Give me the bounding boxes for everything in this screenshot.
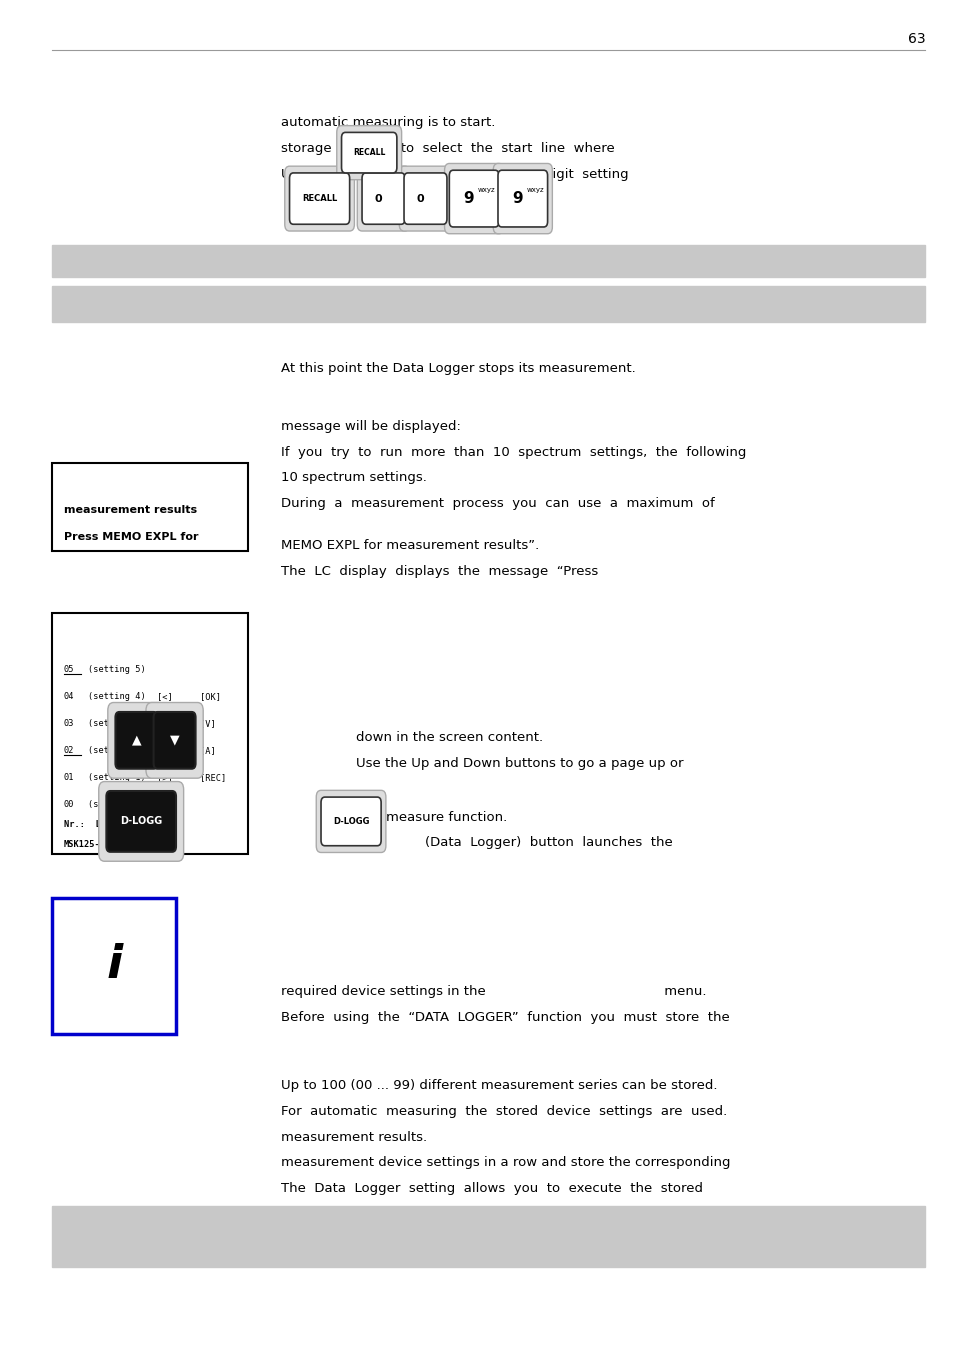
- FancyBboxPatch shape: [284, 166, 354, 231]
- Text: measurement device settings in a row and store the corresponding: measurement device settings in a row and…: [281, 1156, 730, 1170]
- Text: 05: 05: [64, 665, 74, 674]
- FancyBboxPatch shape: [52, 463, 248, 551]
- Text: (setting 4): (setting 4): [88, 692, 146, 701]
- Text: D-LOGG: D-LOGG: [120, 816, 162, 827]
- Text: [>]: [>]: [157, 773, 173, 782]
- Text: 0: 0: [375, 193, 392, 204]
- Text: [REC]: [REC]: [200, 773, 227, 782]
- Text: [<]: [<]: [157, 692, 173, 701]
- Text: Up to 100 (00 ... 99) different measurement series can be stored.: Up to 100 (00 ... 99) different measurem…: [281, 1079, 718, 1093]
- Text: MSK125-D-LOGG-SETTINGS: MSK125-D-LOGG-SETTINGS: [64, 840, 179, 850]
- Text: button  and  the  two-digit  setting: button and the two-digit setting: [397, 168, 628, 181]
- FancyBboxPatch shape: [52, 898, 176, 1034]
- FancyBboxPatch shape: [341, 132, 396, 173]
- FancyBboxPatch shape: [52, 613, 248, 854]
- FancyBboxPatch shape: [497, 170, 547, 227]
- Bar: [52, 286, 924, 322]
- Text: (setting 0): (setting 0): [88, 800, 146, 809]
- Text: storage  number  to  select  the  start  line  where: storage number to select the start line …: [281, 142, 615, 155]
- Text: automatic measuring is to start.: automatic measuring is to start.: [281, 116, 496, 130]
- Text: measurement results: measurement results: [64, 505, 197, 515]
- Text: 01: 01: [64, 773, 74, 782]
- Text: 9: 9: [462, 190, 474, 207]
- FancyBboxPatch shape: [115, 712, 157, 769]
- Text: Nr.:  Label:: Nr.: Label:: [64, 820, 127, 830]
- FancyBboxPatch shape: [99, 781, 183, 862]
- FancyBboxPatch shape: [404, 173, 446, 224]
- Text: 10 spectrum settings.: 10 spectrum settings.: [281, 471, 427, 485]
- FancyBboxPatch shape: [361, 173, 404, 224]
- Text: wxyz: wxyz: [526, 188, 543, 193]
- Text: (setting 1): (setting 1): [88, 773, 146, 782]
- Text: The  Data  Logger  setting  allows  you  to  execute  the  stored: The Data Logger setting allows you to ex…: [281, 1182, 702, 1196]
- Text: [A]: [A]: [200, 746, 216, 755]
- Text: 03: 03: [64, 719, 74, 728]
- Text: (setting 3): (setting 3): [88, 719, 146, 728]
- Text: RECALL: RECALL: [353, 149, 385, 157]
- Text: 63: 63: [907, 32, 924, 46]
- FancyBboxPatch shape: [108, 703, 165, 778]
- Text: Before  using  the  “DATA  LOGGER”  function  you  must  store  the: Before using the “DATA LOGGER” function …: [281, 1011, 729, 1024]
- FancyBboxPatch shape: [153, 712, 195, 769]
- Bar: [52, 1206, 924, 1267]
- Text: i: i: [106, 943, 123, 989]
- FancyBboxPatch shape: [356, 166, 409, 231]
- Text: 00: 00: [64, 800, 74, 809]
- Text: (setting 2): (setting 2): [88, 746, 146, 755]
- FancyBboxPatch shape: [398, 166, 452, 231]
- Text: Use the Up and Down buttons to go a page up or: Use the Up and Down buttons to go a page…: [355, 757, 682, 770]
- FancyBboxPatch shape: [449, 170, 498, 227]
- FancyBboxPatch shape: [444, 163, 503, 234]
- Text: automeasure function.: automeasure function.: [355, 811, 507, 824]
- Text: message will be displayed:: message will be displayed:: [281, 420, 461, 434]
- Text: At this point the Data Logger stops its measurement.: At this point the Data Logger stops its …: [281, 362, 636, 376]
- Text: required device settings in the                                          menu.: required device settings in the menu.: [281, 985, 706, 998]
- Text: If  you  try  to  run  more  than  10  spectrum  settings,  the  following: If you try to run more than 10 spectrum …: [281, 446, 746, 459]
- Text: 04: 04: [64, 692, 74, 701]
- Text: (Data  Logger)  button  launches  the: (Data Logger) button launches the: [424, 836, 672, 850]
- Text: measurement results.: measurement results.: [281, 1131, 427, 1144]
- FancyBboxPatch shape: [493, 163, 552, 234]
- FancyBboxPatch shape: [320, 797, 380, 846]
- Text: D-LOGG: D-LOGG: [333, 817, 369, 825]
- FancyBboxPatch shape: [315, 790, 385, 852]
- Bar: [52, 245, 924, 277]
- Text: [OK]: [OK]: [200, 692, 221, 701]
- FancyBboxPatch shape: [146, 703, 203, 778]
- Text: Press MEMO EXPL for: Press MEMO EXPL for: [64, 532, 198, 542]
- Text: RECALL: RECALL: [302, 195, 336, 203]
- Text: The: The: [355, 836, 380, 850]
- Text: MEMO EXPL for measurement results”.: MEMO EXPL for measurement results”.: [281, 539, 539, 553]
- Text: ▲: ▲: [132, 734, 141, 747]
- FancyBboxPatch shape: [289, 173, 349, 224]
- Text: 9: 9: [511, 190, 522, 207]
- Text: The  LC  display  displays  the  message  “Press: The LC display displays the message “Pre…: [281, 565, 598, 578]
- Text: down in the screen content.: down in the screen content.: [355, 731, 542, 744]
- Text: 02: 02: [64, 746, 74, 755]
- FancyBboxPatch shape: [107, 792, 175, 852]
- Text: During  a  measurement  process  you  can  use  a  maximum  of: During a measurement process you can use…: [281, 497, 715, 511]
- Text: ▼: ▼: [170, 734, 179, 747]
- Text: 0: 0: [416, 193, 434, 204]
- Text: (setting 5): (setting 5): [88, 665, 146, 674]
- Text: Use  the: Use the: [281, 168, 336, 181]
- Text: wxyz: wxyz: [477, 188, 495, 193]
- Text: [V]: [V]: [200, 719, 216, 728]
- FancyBboxPatch shape: [336, 126, 401, 180]
- Text: For  automatic  measuring  the  stored  device  settings  are  used.: For automatic measuring the stored devic…: [281, 1105, 727, 1119]
